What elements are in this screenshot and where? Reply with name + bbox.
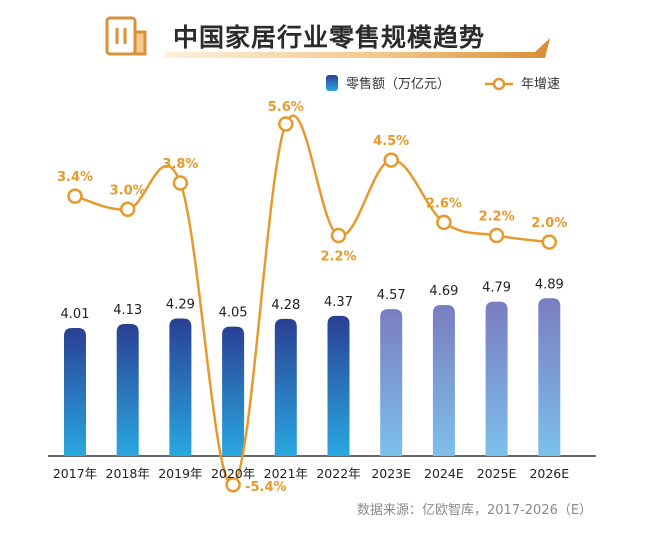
bar-value-label: 4.79: [482, 281, 511, 296]
legend-line-label: 年增速: [521, 77, 560, 92]
bar-2025E: [485, 301, 508, 456]
x-tick-label: 2020年: [211, 466, 255, 481]
growth-value-label: 3.0%: [110, 183, 146, 198]
x-tick-label: 2021年: [264, 466, 308, 481]
growth-value-label: 3.8%: [162, 157, 198, 172]
growth-marker: [383, 152, 399, 168]
growth-value-labels: 3.4% 3.0% 3.8% -5.4% 5.6% 2.2% 4.5% 2.6% 2.2% 2.0…: [57, 100, 567, 495]
bar-value-label: 4.05: [219, 306, 248, 321]
bar-2021年: [274, 318, 297, 456]
growth-value-label: 3.4%: [57, 170, 93, 185]
title-underline-bar: [165, 38, 550, 58]
growth-value-label: 4.5%: [373, 134, 409, 149]
bar-2022年: [327, 315, 350, 456]
legend-bar-label: 零售额（万亿元）: [346, 76, 450, 92]
building-icon: [105, 16, 147, 56]
bar-value-label: 4.28: [271, 298, 300, 313]
x-tick-label: 2025E: [477, 466, 517, 481]
growth-marker: [541, 234, 558, 250]
legend-line-marker: [492, 77, 506, 91]
x-tick-labels: 2017年 2018年 2019年 2020年 2021年 2022年 2023E 2024E…: [53, 466, 569, 481]
chart-header: 中国家居行业零售规模趋势: [105, 14, 550, 60]
chart-title: 中国家居行业零售规模趋势: [173, 23, 486, 52]
bar-value-label: 4.01: [61, 307, 90, 322]
growth-marker: [488, 227, 505, 244]
growth-marker: [225, 477, 241, 493]
growth-value-label: 2.2%: [479, 210, 515, 225]
growth-value-label: 2.2%: [320, 250, 356, 265]
growth-line: [74, 114, 550, 487]
growth-value-label: 2.6%: [426, 196, 462, 211]
source-note: 数据来源：亿欧智库，2017-2026（E）: [357, 503, 593, 518]
growth-marker: [119, 201, 136, 218]
bar-series: [64, 298, 561, 456]
bar-value-label: 4.69: [429, 284, 458, 299]
growth-marker: [278, 116, 294, 132]
bar-value-label: 4.29: [166, 298, 195, 313]
title-decoration: [105, 16, 550, 58]
growth-value-label: 5.6%: [268, 100, 304, 115]
bar-2020年: [222, 326, 245, 456]
growth-value-label: -5.4%: [245, 480, 286, 495]
x-tick-label: 2019年: [158, 466, 202, 481]
bar-2024E: [432, 305, 455, 456]
bar-2026E: [538, 298, 561, 456]
x-tick-label: 2024E: [424, 466, 464, 481]
growth-marker: [436, 214, 452, 231]
bar-2018年: [116, 323, 139, 456]
bar-value-labels: 4.01 4.13 4.29 4.05 4.28 4.37 4.57 4.69 4.79 4.89: [61, 277, 564, 322]
bar-value-label: 4.89: [535, 277, 564, 292]
bar-value-label: 4.13: [113, 303, 142, 318]
legend: 零售额（万亿元） 年增速: [326, 75, 560, 92]
bar-2017年: [64, 328, 86, 456]
bar-2023E: [380, 309, 403, 456]
x-tick-label: 2026E: [529, 466, 569, 481]
bar-value-label: 4.37: [324, 295, 353, 310]
x-tick-label: 2017年: [53, 466, 97, 481]
growth-value-label: 2.0%: [531, 216, 567, 231]
growth-markers: [67, 116, 558, 493]
growth-marker: [330, 227, 347, 244]
x-tick-label: 2022年: [316, 466, 360, 481]
growth-marker: [67, 188, 83, 204]
x-tick-label: 2023E: [371, 466, 411, 481]
growth-marker: [172, 175, 189, 191]
bar-2019年: [169, 318, 192, 456]
x-tick-label: 2018年: [106, 466, 150, 481]
legend-bar-swatch: [326, 75, 338, 91]
bar-value-label: 4.57: [377, 288, 406, 303]
